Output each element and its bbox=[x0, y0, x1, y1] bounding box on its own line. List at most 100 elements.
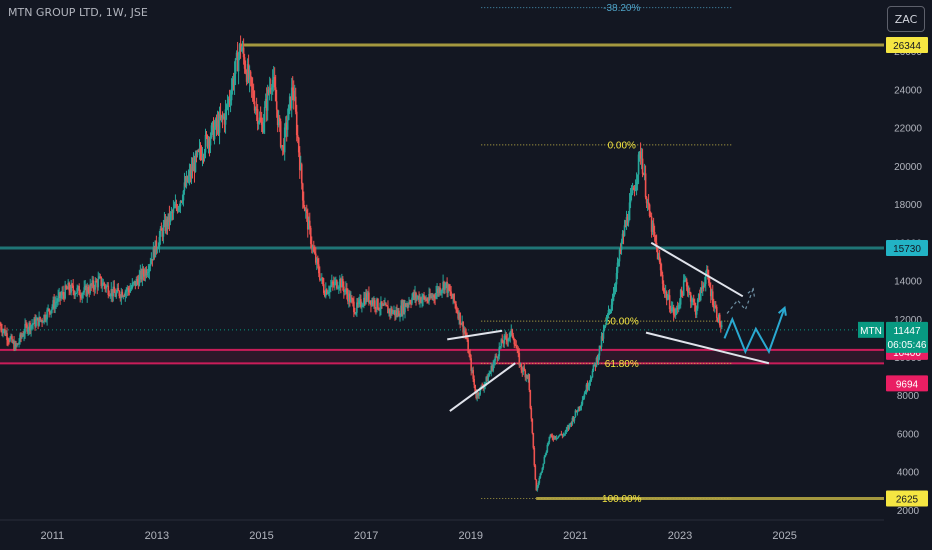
candle-body bbox=[326, 289, 328, 295]
candle-body bbox=[580, 404, 583, 407]
currency-button[interactable]: ZAC bbox=[887, 6, 925, 32]
candle-body bbox=[470, 358, 472, 371]
candle-body bbox=[10, 336, 12, 338]
candle-body bbox=[449, 290, 451, 292]
candle-body bbox=[59, 292, 61, 299]
candle-body bbox=[388, 309, 390, 314]
price-axis[interactable]: 2000400060008000100001200014000160001800… bbox=[884, 0, 932, 550]
candle-body bbox=[349, 293, 351, 303]
candle-body bbox=[374, 300, 376, 308]
candle-body bbox=[56, 301, 58, 303]
candle-body bbox=[604, 324, 607, 327]
candle-body bbox=[246, 64, 249, 82]
candle-body bbox=[711, 291, 714, 306]
candle-body bbox=[522, 367, 525, 372]
candle-body bbox=[472, 370, 474, 379]
candle-body bbox=[420, 297, 422, 303]
candle-body bbox=[709, 287, 712, 297]
candle-body bbox=[348, 293, 350, 302]
candle-body bbox=[143, 274, 146, 277]
candle-body bbox=[99, 276, 102, 278]
candle-body bbox=[393, 310, 395, 312]
candle-body bbox=[479, 387, 481, 395]
candle-body bbox=[384, 303, 386, 306]
candle-body bbox=[15, 343, 17, 347]
candle-body bbox=[578, 406, 581, 409]
candle-body bbox=[471, 370, 473, 372]
candle-body bbox=[600, 336, 603, 348]
candle-body bbox=[561, 434, 564, 436]
candle-body bbox=[603, 326, 606, 331]
candle-body bbox=[362, 305, 364, 307]
candle-body bbox=[531, 418, 534, 433]
candle-body bbox=[64, 285, 66, 299]
candle-body bbox=[612, 292, 615, 301]
candle-body bbox=[178, 206, 181, 208]
candle-body bbox=[581, 400, 584, 405]
candle-body bbox=[108, 294, 111, 296]
candle-body bbox=[185, 176, 188, 186]
candle-body bbox=[339, 278, 341, 287]
candle-body bbox=[702, 285, 705, 287]
time-axis[interactable]: 2011 2013 2015 2017 2019 2021 2023 2025 bbox=[0, 519, 884, 550]
candle-body bbox=[92, 280, 95, 288]
candle-body bbox=[590, 377, 593, 380]
candle-body bbox=[165, 219, 168, 231]
candle-body bbox=[77, 286, 79, 288]
candle-body bbox=[31, 324, 33, 326]
candle-body bbox=[291, 87, 294, 91]
candle-body bbox=[533, 447, 536, 466]
candle-body bbox=[222, 116, 225, 118]
candle-body bbox=[206, 135, 209, 147]
candle-body bbox=[532, 432, 535, 448]
candle-body bbox=[66, 288, 68, 290]
candle-body bbox=[295, 111, 298, 136]
candle-body bbox=[309, 227, 312, 244]
candle-body bbox=[171, 212, 174, 214]
candle-body bbox=[637, 154, 640, 175]
candle-body bbox=[527, 374, 530, 379]
candle-body bbox=[317, 264, 320, 274]
candle-body bbox=[484, 382, 486, 386]
candle-body bbox=[176, 207, 179, 212]
candle-body bbox=[140, 270, 143, 280]
candle-body bbox=[86, 287, 89, 296]
candle-body bbox=[4, 329, 6, 336]
candle-body bbox=[134, 281, 137, 286]
candle-body bbox=[573, 416, 576, 421]
level-tag bbox=[886, 37, 928, 54]
candle-body bbox=[586, 384, 589, 389]
candle-body bbox=[156, 248, 159, 250]
x-tick-label: 2011 bbox=[40, 530, 64, 542]
candle-body bbox=[539, 473, 542, 478]
candle-body bbox=[65, 285, 67, 289]
candle-body bbox=[663, 291, 666, 293]
candle-body bbox=[105, 286, 108, 289]
candle-body bbox=[377, 298, 379, 309]
candle-body bbox=[369, 300, 371, 303]
candle-body bbox=[217, 120, 220, 133]
candle-body bbox=[647, 202, 650, 205]
candle-body bbox=[651, 223, 654, 232]
candle-body bbox=[306, 212, 309, 230]
candle-body bbox=[89, 284, 92, 293]
candle-body bbox=[574, 410, 577, 417]
candle-body bbox=[554, 436, 557, 439]
candle-body bbox=[175, 203, 178, 208]
candle-body bbox=[635, 181, 638, 185]
candle-body bbox=[299, 164, 302, 171]
level-tag-label: 9694 bbox=[896, 379, 919, 390]
candle-body bbox=[584, 392, 587, 394]
candle-body bbox=[344, 290, 346, 293]
candle-body bbox=[565, 429, 568, 432]
candle-body bbox=[633, 189, 636, 191]
candle-body bbox=[620, 241, 623, 250]
candle-body bbox=[498, 347, 501, 357]
candle-body bbox=[432, 295, 434, 298]
candle-body bbox=[416, 297, 418, 299]
candle-body bbox=[473, 378, 475, 385]
candle-body bbox=[413, 292, 415, 298]
candle-body bbox=[268, 88, 271, 93]
candle-body bbox=[82, 292, 85, 295]
